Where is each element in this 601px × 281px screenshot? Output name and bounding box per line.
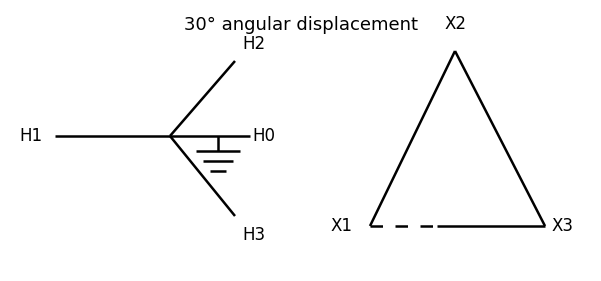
Text: X3: X3: [552, 217, 574, 235]
Text: H0: H0: [252, 127, 275, 145]
Text: H3: H3: [242, 226, 265, 244]
Text: H1: H1: [19, 127, 42, 145]
Text: X2: X2: [444, 15, 466, 33]
Text: H2: H2: [242, 35, 265, 53]
Text: 30° angular displacement: 30° angular displacement: [183, 16, 418, 34]
Text: X1: X1: [330, 217, 352, 235]
